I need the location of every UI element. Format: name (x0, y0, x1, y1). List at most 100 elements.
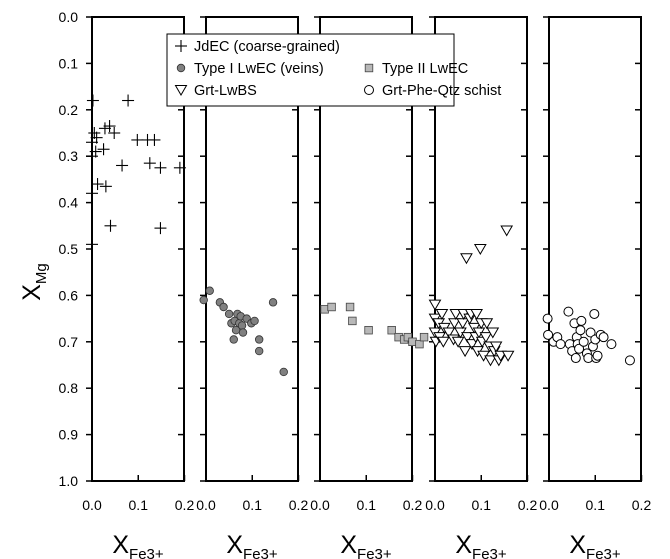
data-point (598, 332, 609, 343)
data-point (90, 131, 103, 144)
data-point (199, 295, 208, 305)
data-point (86, 238, 98, 251)
data-point (480, 318, 494, 330)
data-point (91, 178, 104, 191)
data-point (606, 339, 617, 350)
data-point (473, 244, 487, 255)
x-tick-label: 0.2 (518, 497, 538, 513)
legend-label-type1: Type I LwEC (veins) (194, 61, 324, 77)
data-point (148, 133, 161, 146)
data-point (570, 353, 581, 364)
data-point (460, 253, 473, 265)
x-tick-label: 0.2 (632, 497, 652, 513)
legend-box (166, 33, 455, 107)
y-axis-title-main: X (18, 284, 46, 301)
data-point (86, 136, 98, 149)
data-point (320, 305, 329, 314)
data-point (448, 318, 461, 330)
data-point (458, 346, 472, 358)
x-tick-label: 0.2 (289, 497, 309, 513)
data-point (237, 321, 247, 330)
data-point (575, 325, 586, 336)
data-point (238, 328, 248, 337)
x-axis-title: XFe3+ (340, 531, 392, 559)
data-point (465, 339, 479, 351)
x-tick-label: 0.1 (472, 497, 492, 513)
data-point (624, 355, 635, 366)
x-tick-label: 0.1 (357, 497, 377, 513)
y-tick-label: 0.0 (59, 9, 79, 25)
data-point (456, 318, 470, 330)
legend-markers (174, 40, 374, 96)
legend-label-jdec: JdEC (coarse-grained) (194, 39, 340, 55)
data-point (442, 327, 456, 339)
data-point (555, 339, 566, 350)
series-2 (320, 302, 429, 349)
y-tick-label: 0.7 (59, 334, 79, 350)
data-point (108, 127, 121, 139)
x-axis-title: XFe3+ (455, 531, 507, 559)
data-point (403, 332, 413, 342)
legend-label-grt-lwbs: Grt-LwBS (194, 83, 257, 99)
series-4 (542, 306, 635, 366)
data-point (589, 308, 600, 319)
data-point (489, 341, 503, 353)
y-axis-title: XMg (18, 263, 50, 301)
data-point (415, 339, 424, 349)
data-point (97, 143, 110, 156)
x-axis-title-sub: Fe3+ (129, 546, 164, 559)
data-point (470, 308, 483, 320)
panels-layer (86, 16, 643, 482)
data-point (501, 350, 515, 362)
legend-label-type2: Type II LwEC (382, 61, 468, 77)
legend-label-schist: Grt-Phe-Qtz schist (382, 83, 501, 99)
x-axis-title: XFe3+ (226, 531, 278, 559)
legend-marker (364, 85, 374, 95)
data-point (428, 299, 442, 311)
data-point (348, 316, 357, 326)
x-tick-label: 0.1 (243, 497, 263, 513)
data-point (500, 225, 514, 237)
x-tick-label: 0.0 (425, 497, 445, 513)
y-tick-labels: 0.0 0.1 0.2 0.3 0.4 0.5 0.6 0.7 0.8 0.9 1.0 (59, 9, 79, 489)
data-point (250, 316, 259, 326)
data-point (419, 332, 429, 342)
x-axis-title-main: X (340, 531, 357, 559)
data-point (224, 309, 234, 319)
panel-frame (548, 16, 642, 482)
x-axis-title-main: X (112, 531, 129, 559)
data-point (143, 157, 156, 170)
data-point (154, 222, 167, 235)
y-tick-label: 0.8 (59, 380, 79, 396)
data-point (254, 335, 264, 344)
data-point (563, 306, 574, 317)
x-tick-label: 0.1 (586, 497, 606, 513)
data-point (88, 127, 101, 139)
y-axis-title-sub: Mg (33, 263, 50, 284)
y-tick-label: 0.4 (59, 195, 79, 211)
data-point (279, 367, 288, 377)
data-points (86, 94, 635, 377)
data-point (387, 325, 396, 335)
legend-marker (175, 40, 187, 52)
data-point (254, 346, 264, 356)
data-point (585, 327, 596, 338)
data-point (99, 180, 112, 193)
x-tick-label: 0.2 (403, 497, 423, 513)
x-axis-title-sub: Fe3+ (472, 546, 507, 559)
data-point (574, 343, 585, 354)
data-point (449, 308, 463, 320)
y-tick-label: 0.9 (59, 427, 79, 443)
y-tick-label: 0.6 (59, 287, 79, 303)
data-point (543, 329, 554, 340)
x-tick-label: 0.0 (310, 497, 330, 513)
legend: JdEC (coarse-grained) Type I LwEC (veins… (166, 33, 501, 107)
x-tick-label: 0.0 (82, 497, 102, 513)
data-point (89, 145, 102, 158)
x-axis-title-main: X (569, 531, 586, 559)
data-point (436, 336, 450, 348)
x-axis-title-main: X (226, 531, 243, 559)
data-point (173, 161, 186, 174)
x-tick-label: 0.1 (129, 497, 149, 513)
